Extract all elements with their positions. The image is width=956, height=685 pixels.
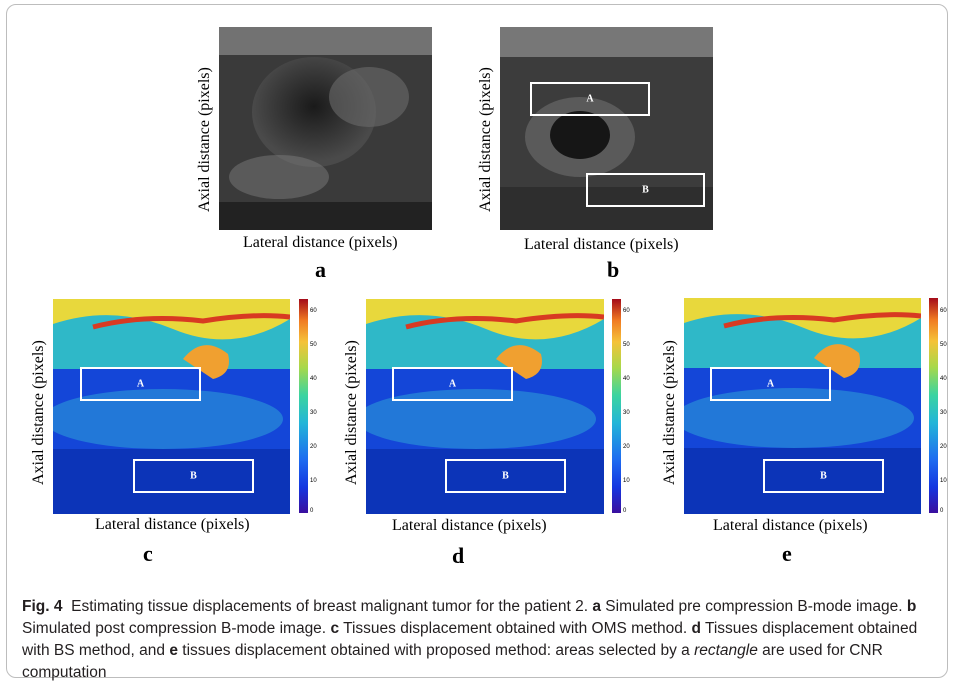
colorbar-tick: 30 [623,410,630,416]
colorbar-tick: 10 [623,478,630,484]
caption-text-e-1: tissues displacement obtained with propo… [182,642,690,659]
caption-fig-label: Fig. 4 [22,598,63,615]
panel-a-y-axis-label: Axial distance (pixels) [196,67,213,212]
colorbar-tick: 60 [940,308,947,314]
roi-rectangle-a: A [392,367,513,401]
colorbar-tick: 60 [623,308,630,314]
caption-title: Estimating tissue displacements of breas… [71,598,589,615]
panel-c-y-axis-label: Axial distance (pixels) [30,340,47,485]
panel-c-colorbar [299,299,308,513]
panel-b-x-axis-label: Lateral distance (pixels) [524,236,679,253]
panel-d-colorbar [612,299,621,513]
panel-d-y-axis-label: Axial distance (pixels) [343,340,360,485]
caption-text-c: Tissues displacement obtained with OMS m… [343,620,688,637]
roi-rectangle-b: B [133,459,254,493]
colorbar-tick: 0 [310,508,314,514]
panel-a-bmode-image [219,27,432,230]
panel-a-x-axis-label: Lateral distance (pixels) [243,234,398,251]
colorbar-tick: 50 [623,342,630,348]
displacement-texture-c [53,299,290,514]
roi-label-a: A [766,378,775,390]
roi-label-b: B [642,184,649,196]
panel-e-letter: e [782,541,792,566]
colorbar-tick: 40 [310,376,317,382]
caption-letter-e: e [169,642,178,659]
colorbar-tick: 50 [940,342,947,348]
colorbar-tick: 20 [310,444,317,450]
panel-e-x-axis-label: Lateral distance (pixels) [713,517,868,534]
caption-text-b: Simulated post compression B-mode image. [22,620,327,637]
figure-frame [6,4,948,678]
roi-rectangle-a: A [80,367,201,401]
roi-label-b: B [502,470,509,482]
panel-d-displacement-map: A B [366,299,604,514]
panel-c-letter: c [143,541,153,566]
roi-rectangle-b: B [763,459,884,493]
colorbar-tick: 20 [623,444,630,450]
panel-a-letter: a [315,257,326,282]
colorbar-tick: 30 [310,410,317,416]
colorbar-tick: 0 [623,508,627,514]
colorbar-tick: 40 [623,376,630,382]
panel-c-x-axis-label: Lateral distance (pixels) [95,516,250,533]
colorbar-tick: 20 [940,444,947,450]
roi-rectangle-a: A [530,82,650,116]
caption-letter-b: b [906,598,917,615]
roi-rectangle-b: B [586,173,705,207]
roi-label-b: B [820,470,827,482]
panel-e-y-axis-label: Axial distance (pixels) [661,340,678,485]
colorbar-tick: 10 [310,478,317,484]
roi-label-a: A [586,93,594,105]
caption-italic-rectangle: rectangle [694,642,758,659]
figure-caption: Fig. 4 Estimating tissue displacements o… [22,596,938,684]
caption-text-d: Tissues displacement obtained with BS me… [22,620,918,659]
panel-d-x-axis-label: Lateral distance (pixels) [392,517,547,534]
colorbar-tick: 50 [310,342,317,348]
caption-letter-c: c [330,620,340,637]
colorbar-tick: 10 [940,478,947,484]
caption-text-a: Simulated pre compression B-mode image. [605,598,903,615]
roi-label-a: A [136,378,145,390]
caption-letter-d: d [691,620,701,637]
panel-b-y-axis-label: Axial distance (pixels) [477,67,494,212]
panel-e-colorbar [929,298,938,513]
colorbar-tick: 0 [940,508,944,514]
roi-label-a: A [448,378,457,390]
panel-b-bmode-image: A B [500,27,713,230]
bmode-texture-a [219,27,432,230]
panel-c-displacement-map: A B [53,299,290,514]
panel-e-displacement-map: A B [684,298,921,514]
roi-rectangle-b: B [445,459,566,493]
panel-b-letter: b [607,257,620,282]
bmode-texture-b [500,27,713,230]
displacement-texture-d [366,299,604,514]
colorbar-tick: 40 [940,376,947,382]
caption-text-e-2: are used for CNR computation [22,642,883,681]
displacement-texture-e [684,298,921,514]
caption-letter-a: a [592,598,601,615]
roi-rectangle-a: A [710,367,831,401]
panel-d-letter: d [452,543,465,568]
colorbar-tick: 60 [310,308,317,314]
roi-label-b: B [190,470,197,482]
colorbar-tick: 30 [940,410,947,416]
